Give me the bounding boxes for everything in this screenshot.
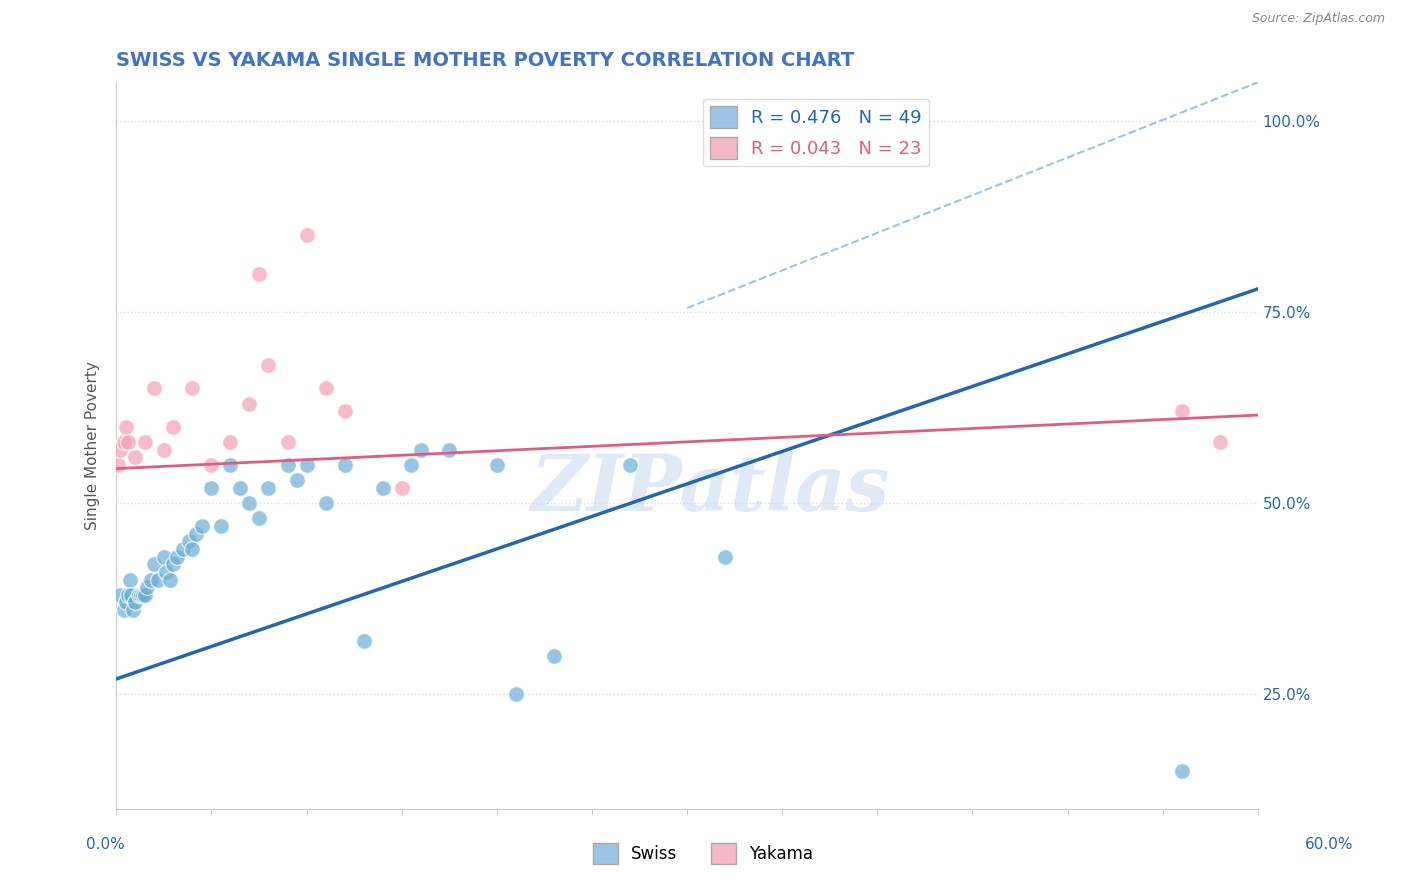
Point — [391, 481, 413, 495]
Point — [135, 580, 157, 594]
Point — [162, 419, 184, 434]
Point — [121, 588, 143, 602]
Point — [181, 541, 204, 556]
Point — [333, 404, 356, 418]
Point — [124, 595, 146, 609]
Point — [371, 481, 394, 495]
Point — [108, 442, 131, 457]
Point — [114, 595, 136, 609]
Point — [146, 573, 169, 587]
Point — [124, 450, 146, 464]
Point — [285, 473, 308, 487]
Point — [129, 588, 152, 602]
Point — [353, 633, 375, 648]
Point — [315, 496, 337, 510]
Point — [209, 519, 232, 533]
Point — [257, 359, 280, 373]
Point — [114, 419, 136, 434]
Point — [153, 442, 176, 457]
Point — [200, 458, 222, 472]
Point — [186, 526, 208, 541]
Point — [162, 558, 184, 572]
Text: SWISS VS YAKAMA SINGLE MOTHER POVERTY CORRELATION CHART: SWISS VS YAKAMA SINGLE MOTHER POVERTY CO… — [117, 51, 855, 70]
Point — [714, 549, 737, 564]
Point — [139, 573, 162, 587]
Y-axis label: Single Mother Poverty: Single Mother Poverty — [86, 361, 100, 530]
Text: Source: ZipAtlas.com: Source: ZipAtlas.com — [1251, 12, 1385, 25]
Point — [153, 549, 176, 564]
Point — [1170, 404, 1192, 418]
Text: ZIPatlas: ZIPatlas — [530, 451, 890, 527]
Point — [257, 481, 280, 495]
Point — [409, 442, 432, 457]
Point — [247, 267, 270, 281]
Point — [159, 573, 181, 587]
Point — [134, 434, 156, 449]
Point — [132, 588, 155, 602]
Point — [276, 458, 298, 472]
Point — [117, 588, 139, 602]
Point — [128, 588, 150, 602]
Point — [219, 458, 242, 472]
Point — [485, 458, 508, 472]
Point — [112, 603, 135, 617]
Point — [107, 458, 129, 472]
Point — [108, 588, 131, 602]
Legend: Swiss, Yakama: Swiss, Yakama — [586, 837, 820, 871]
Text: 0.0%: 0.0% — [86, 838, 125, 852]
Point — [229, 481, 252, 495]
Point — [177, 534, 200, 549]
Point — [505, 687, 527, 701]
Point — [295, 458, 318, 472]
Legend: R = 0.476   N = 49, R = 0.043   N = 23: R = 0.476 N = 49, R = 0.043 N = 23 — [703, 99, 929, 166]
Point — [619, 458, 641, 472]
Point — [112, 434, 135, 449]
Point — [219, 434, 242, 449]
Point — [181, 381, 204, 395]
Point — [439, 442, 461, 457]
Point — [143, 558, 166, 572]
Point — [191, 519, 214, 533]
Point — [134, 588, 156, 602]
Point — [399, 458, 422, 472]
Point — [117, 434, 139, 449]
Point — [118, 573, 141, 587]
Text: 60.0%: 60.0% — [1305, 838, 1353, 852]
Point — [333, 458, 356, 472]
Point — [1209, 434, 1232, 449]
Point — [172, 541, 194, 556]
Point — [295, 228, 318, 243]
Point — [166, 549, 188, 564]
Point — [276, 434, 298, 449]
Point — [247, 511, 270, 525]
Point — [155, 565, 177, 579]
Point — [200, 481, 222, 495]
Point — [1170, 764, 1192, 778]
Point — [122, 603, 145, 617]
Point — [543, 648, 565, 663]
Point — [143, 381, 166, 395]
Point — [238, 496, 260, 510]
Point — [315, 381, 337, 395]
Point — [238, 396, 260, 410]
